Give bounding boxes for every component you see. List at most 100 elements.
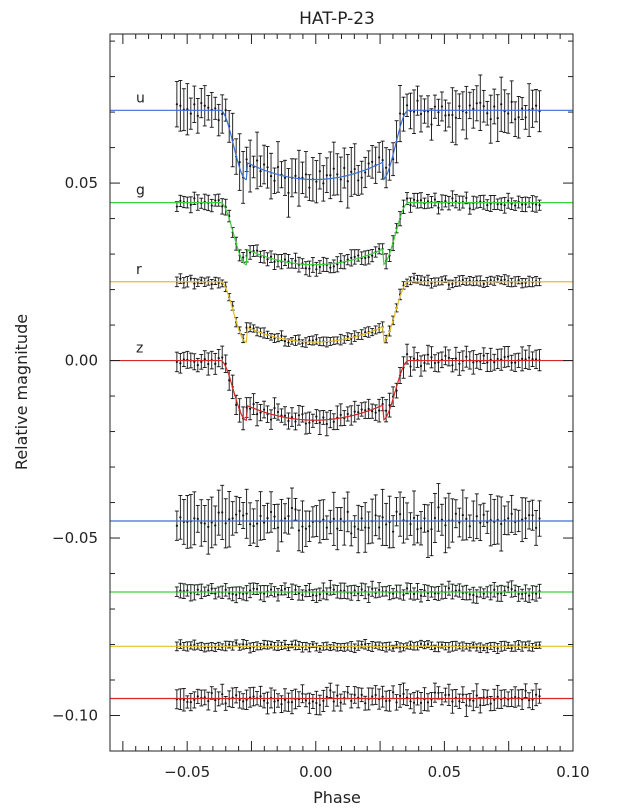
residuals-r-point (269, 643, 273, 646)
series-r-point (252, 327, 255, 330)
residuals-z-point (276, 699, 280, 702)
series-r-point (301, 342, 304, 345)
series-u-point (339, 178, 342, 181)
residuals-u-point (521, 518, 524, 521)
series-z-point (262, 408, 266, 411)
residuals-r-point (329, 646, 332, 649)
residuals-u-point (461, 513, 464, 517)
series-r-point (200, 279, 203, 282)
series-z-point (318, 421, 321, 424)
series-z-point (269, 418, 273, 421)
series-g-point (318, 265, 321, 269)
series-label-u: u (136, 90, 145, 106)
residuals-g-point (357, 592, 360, 595)
residuals-g-point (186, 589, 189, 592)
residuals-z-point (336, 694, 339, 697)
residuals-r-point (308, 646, 311, 649)
residuals-u-point (479, 521, 482, 524)
residuals-r-point (245, 643, 248, 646)
series-z-model-line (110, 359, 573, 422)
residuals-u-point (360, 517, 363, 520)
residuals-u-point (430, 528, 433, 531)
residuals-g-point (210, 587, 213, 590)
series-u-point (269, 175, 273, 178)
residuals-u-point (304, 527, 308, 530)
series-r-point (210, 283, 213, 286)
series-z-point (339, 413, 342, 416)
series-label-z: z (136, 341, 143, 357)
series-u-point (214, 107, 217, 110)
residuals-g-point (391, 592, 395, 595)
series-z-point (249, 407, 252, 410)
residuals-z-point (273, 700, 276, 703)
residuals-u-point (531, 514, 534, 517)
residuals-z-point (182, 698, 185, 701)
series-g-point (353, 255, 356, 259)
residuals-u-point (210, 521, 213, 524)
series-g-point (217, 199, 220, 202)
residuals-u-point (287, 515, 290, 518)
residuals-u-point (353, 525, 356, 528)
series-u-point (332, 167, 335, 170)
residuals-u-point (440, 518, 444, 521)
series-u-point (482, 105, 485, 108)
series-r-point (346, 335, 349, 338)
series-z-point (325, 422, 328, 426)
residuals-g-point (252, 587, 255, 590)
residuals-g-point (231, 592, 234, 596)
residuals-u-point (507, 517, 510, 520)
residuals-r-point (353, 647, 356, 650)
residuals-u-point (378, 526, 381, 529)
series-r-point (482, 282, 485, 286)
residuals-g-point (207, 589, 210, 592)
residuals-g-point (412, 592, 416, 596)
series-z-point (357, 411, 360, 414)
series-z-point (405, 353, 409, 356)
residuals-u-point (322, 518, 325, 521)
series-z-point (503, 355, 506, 359)
series-z-point (301, 413, 304, 416)
residuals-z-point (245, 698, 248, 701)
residuals-g-point (301, 593, 304, 597)
series-u-point (262, 163, 266, 166)
residuals-g-point (242, 592, 245, 596)
residuals-z-point (472, 699, 475, 702)
series-u-point (343, 166, 346, 170)
residuals-g-point (367, 593, 370, 596)
residuals-g-point (249, 589, 252, 592)
residuals-r-point (203, 646, 206, 649)
series-u-point (444, 114, 447, 117)
series-u-point (479, 101, 482, 104)
residuals-g-point (294, 588, 297, 591)
series-g-point (510, 202, 513, 205)
residuals-u-point (259, 514, 262, 518)
series-g-point (329, 266, 332, 269)
residuals-z-point (479, 704, 482, 707)
series-z-point (353, 410, 356, 413)
series-u-point (273, 179, 276, 182)
series-labels: u g r z (136, 90, 145, 356)
residuals-g-point (308, 588, 311, 592)
residuals-u-point (193, 517, 196, 520)
series-u-point (336, 173, 339, 176)
residuals-g-point (325, 592, 328, 595)
series-u-point (196, 114, 199, 117)
residuals-g-point (507, 586, 510, 589)
series-g-point (507, 199, 510, 202)
residuals-z-point (534, 693, 538, 696)
residuals-u-point (269, 510, 273, 514)
series-z-point (419, 364, 423, 368)
series-g-point (308, 267, 311, 270)
residuals-u-point (301, 525, 304, 528)
series-g-point (189, 203, 192, 206)
residuals-r-point (283, 643, 287, 646)
residuals-u-point (276, 526, 280, 529)
residuals-u-point (207, 525, 210, 528)
series-u-point (325, 174, 328, 177)
residuals-z-point (402, 692, 405, 695)
series-u-point (266, 166, 269, 169)
series-u-point (179, 104, 182, 107)
series-r-point (416, 278, 419, 281)
series-u-point (385, 166, 388, 169)
series-u-point (430, 123, 433, 126)
